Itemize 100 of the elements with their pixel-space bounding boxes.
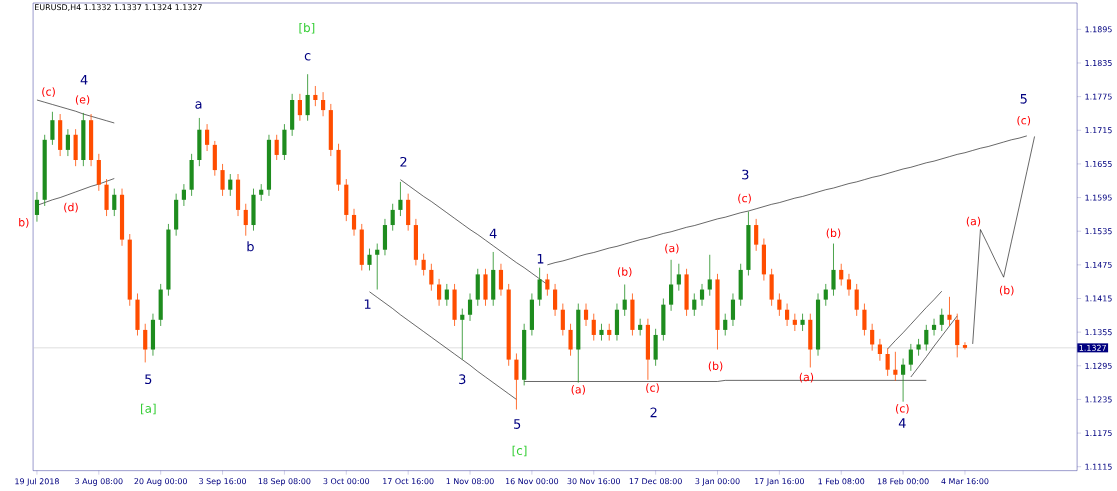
candlestick [638,318,643,337]
candlestick [692,293,697,317]
candlestick [367,248,372,272]
candlestick [870,323,875,352]
annotation: 5 [1020,94,1027,104]
annotation: (a) [966,217,981,227]
candlestick [622,284,627,317]
annotation: (a) [665,243,679,254]
annotation: (b) [826,228,841,239]
annotation: [c] [512,445,527,457]
annotation: (c) [1017,116,1031,126]
candlestick [583,303,589,327]
candlestick [305,74,310,122]
annotation: 2 [650,407,657,418]
candlestick [962,342,968,351]
candlestick [460,308,465,361]
candlestick [939,308,944,332]
candlestick [723,313,728,337]
candlestick [243,203,248,237]
annotation: a [195,101,202,109]
annotation: 5 [145,374,152,385]
candlestick [591,313,596,342]
candlestick [707,254,712,297]
candlestick [854,283,859,317]
candlestick [181,183,186,207]
annotation: 4 [489,228,497,239]
candlestick [375,243,380,291]
candlestick [862,303,867,337]
annotation: 1 [537,254,544,264]
candlestick [846,273,852,297]
annotation: (d) [64,202,78,213]
candlestick [877,338,882,362]
annotation: (c) [42,87,55,98]
candlestick [421,253,426,277]
candlestick [831,243,836,297]
candlestick [498,263,504,297]
candlestick [143,323,148,364]
candlestick [313,85,318,107]
candlestick [785,303,790,327]
candlestick [754,218,759,252]
candlestick [297,93,302,122]
candlestick [34,191,40,223]
candlestick [901,358,906,403]
candlestick [839,263,844,287]
annotation: 3 [742,169,749,180]
candlestick [568,323,573,357]
annotation: (c) [738,194,751,204]
candlestick [220,163,225,197]
annotation: 4 [80,75,88,85]
annotation: (a) [571,385,585,395]
candlestick [699,283,705,307]
annotation: (b) [999,285,1014,296]
candlestick [885,348,890,377]
candlestick [205,123,210,152]
annotation: b [247,241,254,252]
candlestick [398,181,403,217]
annotation: 2 [400,157,407,167]
annotation: (c) [895,404,909,415]
candlestick [351,208,357,237]
candlestick [274,134,279,161]
candlestick [893,351,898,382]
text: b) [19,218,29,228]
candlestick [437,278,442,307]
annotation: 3 [459,374,466,385]
candlestick [676,263,681,292]
candlestick [444,283,449,307]
candlestick [228,173,233,197]
candlestick [607,323,612,342]
candlestick [259,183,264,202]
candlestick [560,303,565,337]
candlestick [390,203,395,232]
candlestick [777,293,782,317]
annotation: (a) [799,372,814,383]
candlestick [321,91,326,117]
line-series [887,291,943,350]
candlestick [947,296,952,327]
annotation: [a] [141,403,156,415]
candlestick [553,283,558,317]
candlestick [924,324,929,352]
annotation: 4 [898,418,906,428]
annotation: (e) [75,95,90,106]
candlestick [669,259,674,312]
candlestick [823,283,828,307]
candlestick [730,293,736,327]
annotation: (b) [708,361,723,372]
candlestick [537,267,542,307]
annotation: (c) [646,383,659,394]
annotation: (b) [617,267,632,278]
candlestick [429,263,434,292]
candlestick [599,323,604,342]
candlestick [545,273,550,297]
candlestick [112,188,117,217]
candlestick [65,128,70,157]
candlestick [931,318,937,337]
annotation: 1 [364,299,371,310]
annotation: c [304,53,311,61]
candlestick [467,293,473,322]
candlestick [514,353,519,411]
candlestick [50,111,55,146]
annotation: [b] [299,23,315,34]
